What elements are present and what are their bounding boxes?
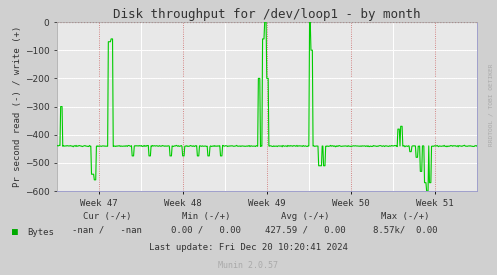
Text: RRDTOOL / TOBI OETIKER: RRDTOOL / TOBI OETIKER <box>489 63 494 146</box>
Text: Min (-/+): Min (-/+) <box>182 212 231 221</box>
Text: 0.00 /   0.00: 0.00 / 0.00 <box>171 226 241 234</box>
Text: 427.59 /   0.00: 427.59 / 0.00 <box>265 226 346 234</box>
Y-axis label: Pr second read (-) / write (+): Pr second read (-) / write (+) <box>13 26 22 187</box>
Text: Last update: Fri Dec 20 10:20:41 2024: Last update: Fri Dec 20 10:20:41 2024 <box>149 243 348 252</box>
Text: Max (-/+): Max (-/+) <box>381 212 429 221</box>
Text: Munin 2.0.57: Munin 2.0.57 <box>219 261 278 270</box>
Text: Bytes: Bytes <box>27 228 54 237</box>
Text: Cur (-/+): Cur (-/+) <box>83 212 131 221</box>
Text: Avg (-/+): Avg (-/+) <box>281 212 330 221</box>
Text: 8.57k/  0.00: 8.57k/ 0.00 <box>373 226 437 234</box>
Text: -nan /   -nan: -nan / -nan <box>72 226 142 234</box>
Title: Disk throughput for /dev/loop1 - by month: Disk throughput for /dev/loop1 - by mont… <box>113 8 421 21</box>
Text: ■: ■ <box>12 227 18 237</box>
